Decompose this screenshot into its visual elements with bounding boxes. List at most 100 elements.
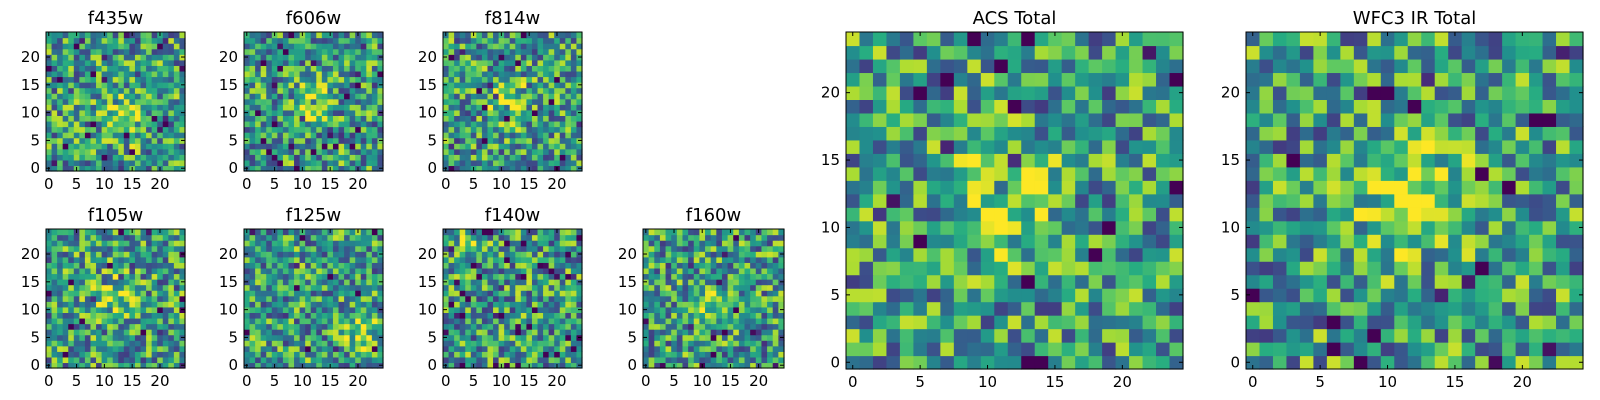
heatmap-cell (710, 240, 717, 247)
heatmap-cell (565, 345, 572, 352)
heatmap-cell (565, 334, 572, 341)
heatmap-cell (570, 87, 578, 94)
heatmap-cell (90, 137, 97, 144)
heatmap-cell (531, 229, 539, 236)
heatmap-cell (543, 59, 550, 66)
heatmap-cell (559, 306, 566, 313)
heatmap-cell (548, 340, 555, 347)
heatmap-cell (79, 65, 86, 72)
heatmap-cell (288, 312, 295, 319)
heatmap-cell (151, 245, 158, 252)
heatmap-cell (454, 54, 461, 61)
heatmap-cell (721, 301, 729, 308)
heatmap-cell (559, 165, 566, 172)
heatmap-cell (1102, 247, 1117, 262)
heatmap-cell (107, 143, 114, 150)
heatmap-cell (360, 32, 367, 39)
heatmap-cell (90, 312, 97, 319)
heatmap-cell (277, 137, 284, 144)
heatmap-cell (733, 312, 740, 319)
heatmap-cell (46, 340, 53, 347)
heatmap-cell (129, 323, 136, 330)
heatmap-cell (62, 48, 69, 55)
heatmap-cell (249, 32, 256, 39)
heatmap-cell (271, 301, 278, 308)
heatmap-cell (294, 362, 301, 369)
heatmap-cell (349, 323, 356, 330)
y-tick-label: 15 (21, 273, 40, 291)
heatmap-cell (134, 251, 142, 258)
heatmap-cell (481, 317, 489, 325)
heatmap-cell (338, 329, 345, 336)
heatmap-cell (288, 256, 295, 263)
heatmap-cell (565, 284, 572, 291)
x-tick-label: 20 (749, 372, 768, 390)
heatmap-cell (554, 340, 561, 347)
heatmap-cell (543, 98, 550, 105)
heatmap-cells (46, 32, 186, 172)
heatmap-cell (504, 132, 511, 139)
heatmap-cell (249, 301, 256, 308)
heatmap-cell (260, 329, 267, 336)
heatmap-cell (332, 351, 340, 358)
heatmap-cell (772, 301, 779, 308)
heatmap-cell (493, 329, 500, 336)
heatmap-cell (465, 256, 472, 263)
heatmap-cell (338, 37, 345, 44)
x-tick-label: 15 (123, 372, 142, 390)
heatmap-cell (249, 340, 256, 347)
heatmap-cell (255, 165, 262, 172)
heatmap-cell (520, 104, 527, 111)
heatmap-cell (260, 154, 267, 161)
heatmap-cell (515, 54, 522, 61)
heatmap-cell (443, 312, 450, 319)
heatmap-cell (271, 262, 278, 269)
heatmap-cell (554, 132, 561, 139)
heatmap-cell (271, 267, 278, 275)
heatmap-cell (244, 126, 251, 133)
heatmap-cell (570, 273, 578, 280)
heatmap-cell (671, 256, 678, 263)
heatmap-cell (548, 143, 555, 150)
heatmap-cell (872, 166, 888, 181)
heatmap-cell (162, 267, 169, 275)
heatmap-cell (504, 306, 511, 313)
heatmap-cell (327, 120, 334, 128)
heatmap-cell (1169, 180, 1184, 195)
heatmap-cell (487, 240, 494, 247)
heatmap-cell (112, 165, 119, 172)
heatmap-cell (682, 240, 689, 247)
heatmap-cell (967, 234, 982, 249)
heatmap-cell (107, 54, 114, 61)
heatmap-cell (79, 115, 86, 122)
y-tick-label: 5 (627, 328, 637, 346)
heatmap-cell (733, 256, 740, 263)
heatmap-cell (465, 143, 472, 150)
heatmap-cell (1007, 261, 1022, 276)
heatmap-cell (721, 306, 729, 313)
heatmap-cell (90, 345, 97, 352)
heatmap-cell (744, 345, 751, 352)
heatmap-cell (1048, 288, 1063, 303)
heatmap-cell (46, 159, 53, 167)
heatmap-cell (62, 148, 69, 155)
heatmap-cell (913, 261, 928, 276)
heatmap-cell (705, 240, 712, 247)
heatmap-cell (349, 329, 356, 336)
heatmap-cell (338, 245, 345, 252)
heatmap-cell (570, 317, 578, 325)
heatmap-cell (299, 273, 306, 280)
heatmap-cell (79, 37, 86, 44)
heatmap-cell (294, 59, 301, 66)
heatmap-cell (134, 159, 142, 167)
heatmap-cell (271, 87, 278, 94)
heatmap-cell (96, 115, 103, 122)
heatmap-cell (476, 98, 483, 105)
heatmap-cell (570, 290, 578, 297)
heatmap-cell (531, 148, 539, 155)
heatmap-cell (90, 43, 97, 50)
heatmap-cell (96, 301, 103, 308)
heatmap-cell (676, 340, 684, 347)
heatmap-cell (654, 329, 661, 336)
heatmap-cell (543, 43, 550, 50)
